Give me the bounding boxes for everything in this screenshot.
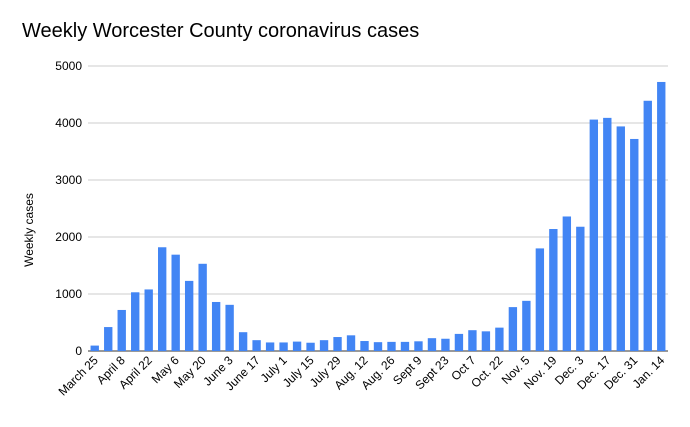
bars [90,81,666,352]
bar [657,81,666,352]
bar [508,307,518,351]
bar [616,126,625,351]
bar [90,345,99,351]
bar [198,263,207,351]
bar [360,341,369,351]
bar [279,342,288,351]
bar [346,335,356,351]
chart-title: Weekly Worcester County coronavirus case… [22,20,420,42]
bar [414,341,423,351]
bar [117,309,126,351]
bar [643,100,652,352]
bar [238,332,248,351]
bar [400,341,410,351]
y-tick-label: 5000 [55,59,82,73]
bar [319,340,329,351]
bar [576,226,585,351]
bar [265,342,275,351]
bar [225,304,234,351]
bar [104,327,113,351]
bar [306,342,315,351]
bar [131,292,140,351]
y-tick-label: 1000 [55,287,82,301]
bar [184,280,194,351]
bar [171,254,180,351]
bar [211,301,221,351]
bar [562,216,572,351]
bar [468,330,477,351]
bar [589,119,598,351]
bar [144,289,153,351]
y-tick-labels: 0 1000 2000 3000 4000 5000 [55,59,82,358]
bar [454,333,464,351]
y-tick-label: 3000 [55,173,82,187]
y-tick-label: 0 [75,344,82,358]
bar [373,342,383,351]
bar [603,117,612,352]
bar [292,341,302,351]
y-tick-label: 4000 [55,116,82,130]
y-tick-label: 2000 [55,230,82,244]
bar [535,248,545,351]
bar [522,300,531,351]
bar [333,337,342,351]
bar [630,138,639,351]
bar [441,338,450,351]
bar [158,247,167,351]
bar [252,340,261,351]
bar [427,338,437,351]
bar [481,331,491,351]
bar [387,341,396,351]
bar [549,229,558,351]
bar [495,327,504,351]
